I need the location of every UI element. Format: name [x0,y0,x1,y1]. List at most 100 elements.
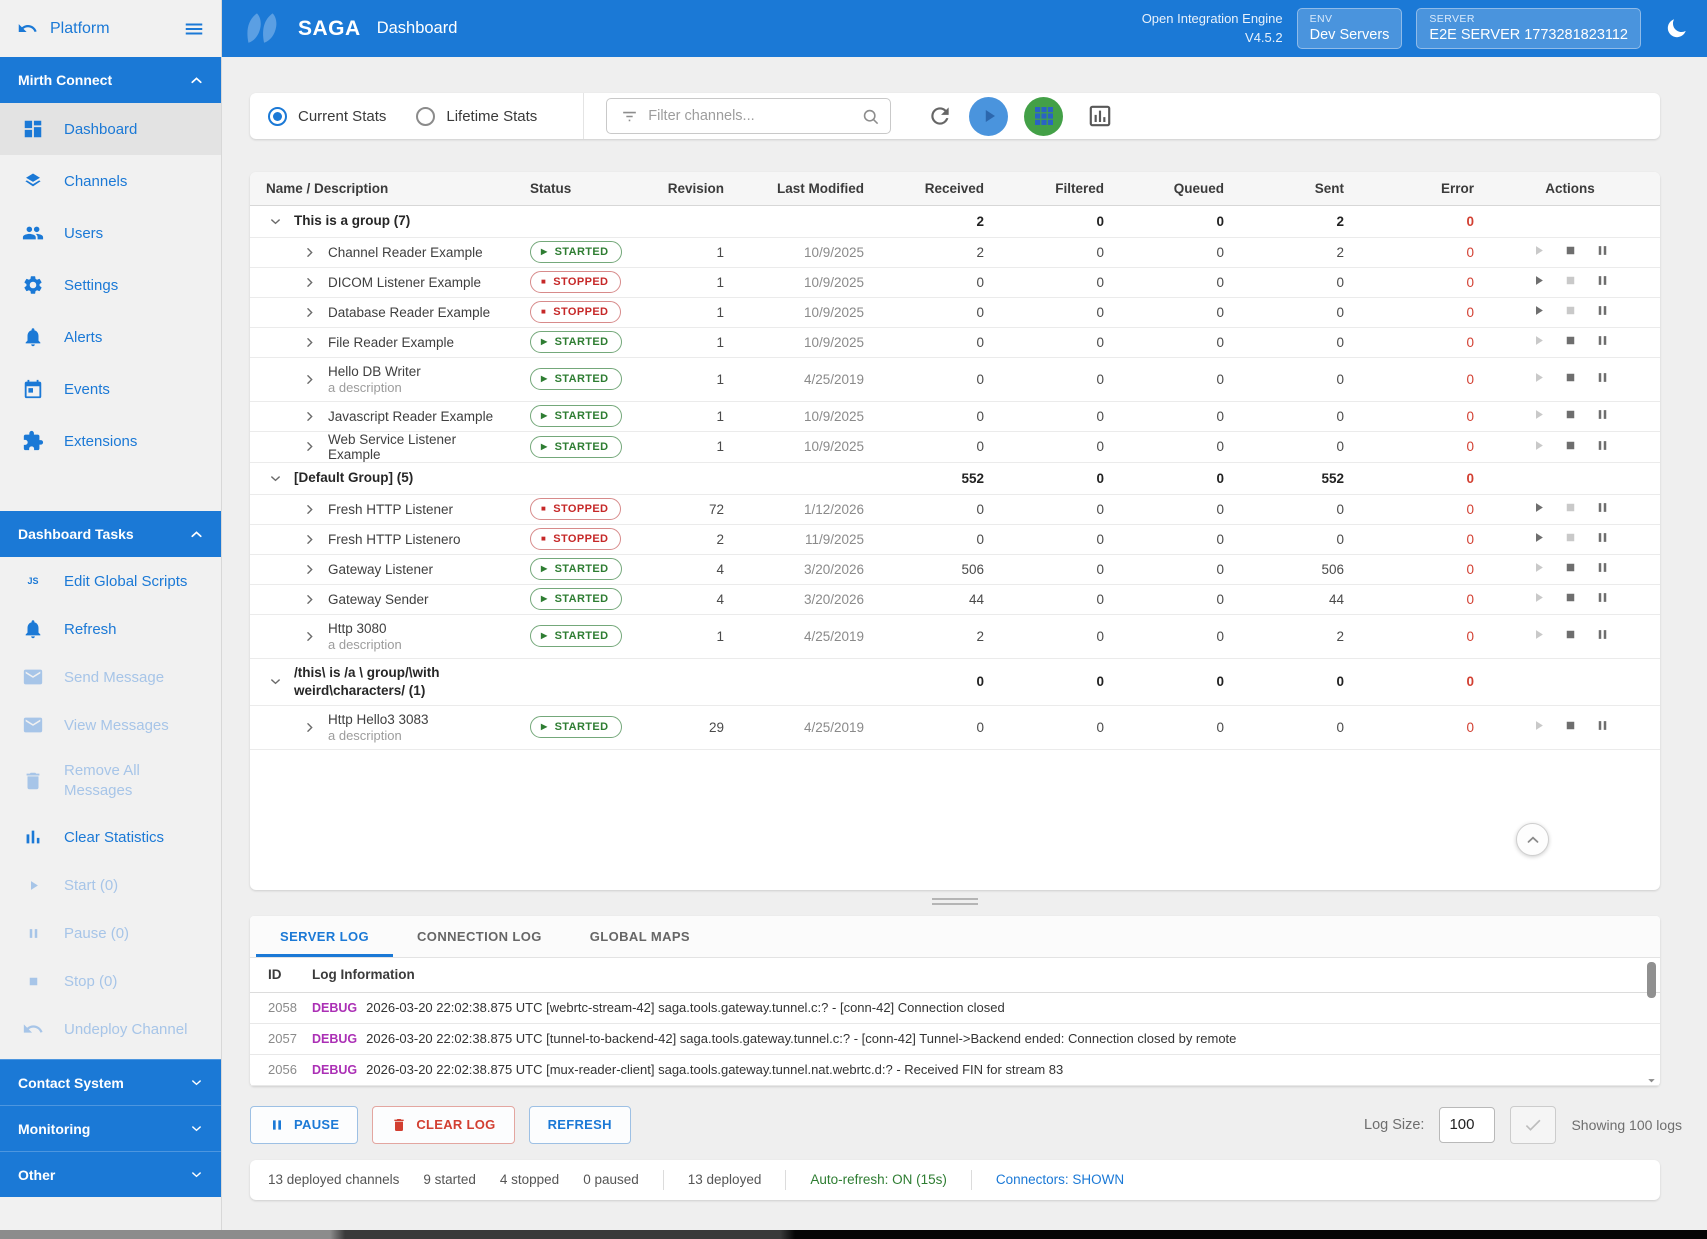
splitter-drag-handle[interactable] [932,898,978,908]
radio-current-stats[interactable]: Current Stats [268,106,386,126]
task-item-clear-statistics[interactable]: Clear Statistics [0,813,221,861]
stop-channel-button[interactable] [1563,273,1578,288]
pause-channel-button[interactable] [1595,560,1610,575]
log-scrollbar-thumb[interactable] [1647,962,1656,998]
stop-channel-button[interactable] [1563,303,1578,318]
sidebar-section-monitoring[interactable]: Monitoring [0,1105,221,1151]
start-channel-button[interactable] [1531,718,1546,733]
start-channel-button[interactable] [1531,333,1546,348]
start-channel-button[interactable] [1531,530,1546,545]
chart-view-icon[interactable] [1087,103,1113,129]
sidebar-section-other[interactable]: Other [0,1151,221,1197]
column-header-queued[interactable]: Queued [1110,172,1230,206]
expand-channel-chevron-icon[interactable] [302,502,317,517]
radio-lifetime-stats-control[interactable] [416,106,436,126]
auto-refresh-status[interactable]: Auto-refresh: ON (15s) [810,1172,947,1187]
sidebar-section-dashboard-tasks[interactable]: Dashboard Tasks [0,511,221,557]
expand-channel-chevron-icon[interactable] [302,439,317,454]
pause-channel-button[interactable] [1595,303,1610,318]
stop-channel-button[interactable] [1563,718,1578,733]
column-header-sent[interactable]: Sent [1230,172,1350,206]
tab-server-log[interactable]: SERVER LOG [256,916,393,957]
sidebar-item-dashboard[interactable]: Dashboard [0,103,221,155]
group-row[interactable]: [Default Group] (5) 552 0 0 552 0 [250,462,1660,495]
column-header-actions[interactable]: Actions [1480,172,1660,206]
collapse-group-chevron-icon[interactable] [268,674,283,689]
channel-row[interactable]: Http 3080 a description ▶ STARTED 1 4/25/2019… [250,614,1660,659]
channel-row[interactable]: Javascript Reader Example ▶ STARTED 1 10/9/2… [250,401,1660,432]
stop-channel-button[interactable] [1563,530,1578,545]
task-item-edit-global-scripts[interactable]: JS Edit Global Scripts [0,557,221,605]
filter-channels-input[interactable] [648,108,852,124]
tab-global-maps[interactable]: GLOBAL MAPS [589,929,690,944]
expand-channel-chevron-icon[interactable] [302,592,317,607]
channel-row[interactable]: Fresh HTTP Listenero ■ STOPPED 2 11/9/2025 0 0… [250,524,1660,555]
channel-row[interactable]: Gateway Sender ▶ STARTED 4 3/20/2026 44 0 0 44 0 [250,584,1660,615]
group-row[interactable]: This is a group (7) 2 0 0 2 0 [250,205,1660,238]
sidebar-section-contact-system[interactable]: Contact System [0,1059,221,1105]
start-channel-button[interactable] [1531,407,1546,422]
sidebar-item-extensions[interactable]: Extensions [0,415,221,467]
pause-channel-button[interactable] [1595,370,1610,385]
log-row[interactable]: 2058 DEBUG 2026-03-20 22:02:38.875 UTC [we… [250,992,1660,1024]
expand-channel-chevron-icon[interactable] [302,305,317,320]
column-header-received[interactable]: Received [870,172,990,206]
dark-mode-toggle-moon-icon[interactable] [1665,16,1691,42]
start-channel-button[interactable] [1531,560,1546,575]
pause-channel-button[interactable] [1595,273,1610,288]
expand-channel-chevron-icon[interactable] [302,720,317,735]
stop-channel-button[interactable] [1563,407,1578,422]
expand-channel-chevron-icon[interactable] [302,335,317,350]
pause-channel-button[interactable] [1595,718,1610,733]
start-channel-button[interactable] [1531,438,1546,453]
log-scrollbar[interactable] [1647,962,1656,1082]
pause-channel-button[interactable] [1595,500,1610,515]
start-channel-button[interactable] [1531,273,1546,288]
expand-channel-chevron-icon[interactable] [302,629,317,644]
scroll-down-arrow-icon[interactable] [1646,1073,1657,1084]
pause-channel-button[interactable] [1595,333,1610,348]
env-selector[interactable]: ENV Dev Servers [1296,8,1403,49]
refresh-log-button[interactable]: REFRESH [528,1105,631,1144]
stop-channel-button[interactable] [1563,370,1578,385]
stop-channel-button[interactable] [1563,560,1578,575]
column-header-name-description[interactable]: Name / Description [250,172,505,206]
column-header-error[interactable]: Error [1350,172,1480,206]
pause-channel-button[interactable] [1595,627,1610,642]
channel-row[interactable]: Web Service Listener Example ▶ STARTED 1 10/… [250,431,1660,463]
radio-current-stats-control[interactable] [268,106,287,126]
group-row[interactable]: /this\ is /a \ group/\with weird\charact… [250,658,1660,706]
column-header-status[interactable]: Status [505,172,640,206]
channel-row[interactable]: Channel Reader Example ▶ STARTED 1 10/9/2025… [250,237,1660,268]
expand-channel-chevron-icon[interactable] [302,409,317,424]
task-item-refresh[interactable]: Refresh [0,605,221,653]
collapse-group-chevron-icon[interactable] [268,214,283,229]
refresh-icon[interactable] [927,103,953,129]
hamburger-menu-icon[interactable] [183,18,205,40]
column-header-id[interactable]: ID [250,958,312,993]
column-header-revision[interactable]: Revision [640,172,730,206]
start-channel-button[interactable] [1531,370,1546,385]
log-size-input[interactable] [1439,1106,1496,1143]
radio-lifetime-stats[interactable]: Lifetime Stats [416,106,537,126]
sidebar-item-events[interactable]: Events [0,363,221,415]
channel-row[interactable]: Gateway Listener ▶ STARTED 4 3/20/2026 506 0 0 5… [250,554,1660,585]
pause-channel-button[interactable] [1595,438,1610,453]
stop-channel-button[interactable] [1563,333,1578,348]
start-all-channels-button[interactable] [969,96,1009,136]
sidebar-item-alerts[interactable]: Alerts [0,311,221,363]
column-header-filtered[interactable]: Filtered [990,172,1110,206]
sidebar-item-users[interactable]: Users [0,207,221,259]
pause-log-button[interactable]: PAUSE [250,1105,359,1144]
start-channel-button[interactable] [1531,243,1546,258]
start-channel-button[interactable] [1531,500,1546,515]
pause-channel-button[interactable] [1595,407,1610,422]
expand-channel-chevron-icon[interactable] [302,562,317,577]
stop-channel-button[interactable] [1563,590,1578,605]
channel-row[interactable]: DICOM Listener Example ■ STOPPED 1 10/9/2025… [250,267,1660,298]
sidebar-item-channels[interactable]: Channels [0,155,221,207]
expand-channel-chevron-icon[interactable] [302,275,317,290]
channel-row[interactable]: Http Hello3 3083 a description ▶ STARTED 29 4… [250,705,1660,750]
connectors-status[interactable]: Connectors: SHOWN [995,1172,1125,1187]
stop-channel-button[interactable] [1563,627,1578,642]
